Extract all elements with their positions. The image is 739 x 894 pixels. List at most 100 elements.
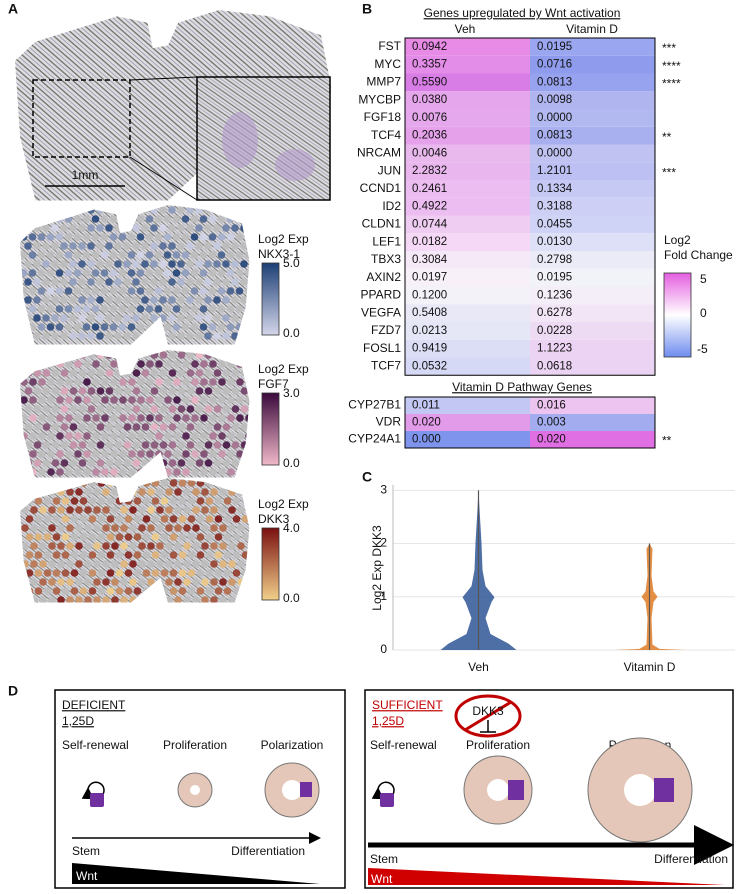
spot — [96, 441, 105, 449]
spot — [33, 405, 42, 413]
spot — [195, 369, 204, 377]
spot — [173, 414, 181, 422]
spot — [132, 459, 141, 467]
spot — [156, 506, 164, 514]
spot — [30, 578, 38, 586]
spot — [191, 396, 199, 404]
spot — [61, 533, 70, 541]
spot — [169, 569, 178, 577]
cell-value: 0.0744 — [412, 218, 448, 230]
spot — [29, 378, 37, 386]
spot — [132, 332, 140, 340]
spot — [97, 533, 106, 541]
spot — [137, 378, 145, 386]
spot — [42, 369, 51, 377]
spot — [196, 533, 205, 541]
spot — [46, 251, 55, 259]
spot — [60, 441, 69, 449]
spot — [231, 441, 240, 449]
spot — [245, 432, 250, 440]
spot — [78, 441, 87, 449]
spot — [245, 414, 250, 422]
spot — [132, 260, 140, 268]
spot — [150, 423, 159, 431]
spot — [219, 560, 227, 568]
spot — [192, 488, 200, 496]
spot — [60, 332, 68, 340]
spot — [236, 360, 244, 368]
spot — [195, 332, 203, 340]
spot — [199, 269, 208, 277]
spot — [177, 441, 186, 449]
spot — [88, 587, 97, 595]
spot — [24, 405, 33, 413]
heat-cell — [530, 397, 655, 414]
spot — [196, 515, 205, 523]
condition: DEFICIENT — [62, 698, 126, 712]
spot — [74, 360, 82, 368]
spot — [47, 396, 55, 404]
spot — [235, 215, 244, 223]
spot — [199, 287, 208, 295]
spot — [222, 332, 230, 340]
spot — [78, 296, 86, 304]
spot — [222, 242, 230, 250]
spot — [20, 360, 28, 368]
stem-cell — [380, 793, 394, 807]
spot — [150, 405, 159, 413]
spot — [111, 596, 119, 603]
spot — [177, 206, 185, 214]
spot — [48, 524, 56, 532]
spot — [201, 578, 209, 586]
spot — [177, 387, 186, 395]
spot — [28, 269, 37, 277]
spot — [33, 242, 41, 250]
spot — [217, 215, 226, 223]
spot — [106, 587, 115, 595]
spot — [123, 441, 132, 449]
spot — [181, 323, 190, 331]
spot — [213, 332, 221, 340]
spot — [91, 323, 100, 331]
table-title: Vitamin D Pathway Genes — [452, 380, 592, 394]
spot — [231, 278, 239, 286]
spot — [60, 260, 68, 268]
spot — [192, 560, 200, 568]
spot — [96, 314, 104, 322]
spot — [56, 468, 64, 476]
spot — [173, 378, 181, 386]
spot — [115, 479, 124, 487]
spot — [174, 524, 182, 532]
spot — [119, 450, 127, 458]
spot — [214, 587, 223, 595]
spot — [96, 296, 104, 304]
wnt-gradient — [368, 868, 725, 885]
spot — [83, 378, 91, 386]
spot — [145, 215, 154, 223]
spot — [21, 506, 29, 514]
gland — [222, 112, 258, 168]
spot — [214, 533, 223, 541]
cell-value: 0.0000 — [537, 147, 572, 159]
spot — [155, 414, 163, 422]
spot — [120, 560, 128, 568]
spot — [88, 551, 97, 559]
spot — [227, 378, 235, 386]
spot — [231, 314, 239, 322]
spot — [114, 423, 123, 431]
spot — [111, 524, 119, 532]
spot — [105, 441, 114, 449]
spot — [183, 488, 191, 496]
spot — [213, 405, 222, 413]
spot — [187, 515, 196, 523]
spot — [51, 314, 59, 322]
spot — [56, 396, 64, 404]
spot — [42, 296, 50, 304]
heat-cell — [530, 431, 655, 448]
spot — [83, 396, 91, 404]
spot — [146, 378, 154, 386]
spot — [88, 497, 97, 505]
spot — [93, 506, 101, 514]
significance: ** — [662, 130, 672, 144]
